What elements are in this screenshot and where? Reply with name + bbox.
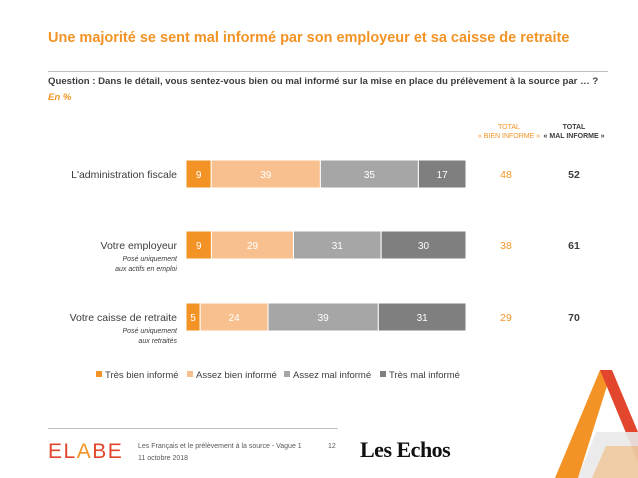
data-label: 9: [196, 170, 202, 181]
total-bad-value: 70: [568, 312, 580, 324]
data-label: 39: [260, 170, 272, 181]
total-bad-header-line2: « MAL INFORME »: [543, 133, 605, 140]
data-label: 17: [437, 170, 449, 181]
category-note: aux actifs en emploi: [115, 266, 177, 273]
total-good-header: TOTAL « BIEN INFORME »: [469, 123, 549, 141]
elabe-logo: ELABE: [48, 440, 124, 463]
legend-label: Assez bien informé: [196, 370, 277, 381]
data-label: 30: [418, 241, 430, 252]
total-good-value: 48: [500, 169, 512, 181]
total-good-value: 38: [500, 240, 512, 252]
legend-swatch: [284, 371, 290, 377]
footer-line2: 11 octobre 2018: [138, 455, 189, 462]
legend-label: Assez mal informé: [293, 370, 371, 381]
bar-segment: [267, 302, 379, 332]
total-bad-value: 61: [568, 240, 580, 252]
category-label: L'administration fiscale: [71, 169, 177, 181]
legend-swatch: [96, 371, 102, 377]
category-label: Votre employeur: [101, 240, 178, 252]
legend-swatch: [380, 371, 386, 377]
bar-segment: [377, 302, 467, 332]
slide-title: Une majorité se sent mal informé par son…: [48, 30, 570, 46]
data-label: 39: [318, 313, 330, 324]
bar-segment: [417, 159, 467, 189]
total-bad-header-line1: TOTAL: [562, 124, 586, 131]
data-label: 5: [190, 313, 196, 324]
category-note: aux retraités: [138, 338, 177, 345]
unit-label: En %: [48, 92, 72, 103]
total-bad-header: TOTAL « MAL INFORME »: [534, 123, 614, 141]
data-label: 29: [247, 241, 259, 252]
legend-label: Très mal informé: [389, 370, 460, 381]
data-label: 24: [229, 313, 241, 324]
les-echos-logo: Les Echos: [360, 437, 451, 462]
total-good-header-line2: « BIEN INFORME »: [477, 133, 541, 140]
bar-segment: [210, 159, 321, 189]
bar-segment: [210, 230, 294, 260]
data-label: 31: [417, 313, 429, 324]
data-label: 31: [332, 241, 344, 252]
page-number: 12: [328, 443, 336, 450]
category-note: Posé uniquement: [123, 256, 179, 263]
data-label: 9: [196, 241, 202, 252]
question-text: Question : Dans le détail, vous sentez-v…: [48, 76, 599, 87]
category-label: Votre caisse de retraite: [70, 312, 178, 324]
total-bad-value: 52: [568, 169, 580, 181]
category-note: Posé uniquement: [123, 328, 179, 335]
footer-divider: [48, 428, 338, 429]
footer-line1: Les Français et le prélèvement à la sour…: [138, 443, 302, 450]
decorative-logo-shape: [555, 370, 638, 478]
legend-swatch: [187, 371, 193, 377]
legend-label: Très bien informé: [105, 370, 179, 381]
total-good-value: 29: [500, 312, 512, 324]
footer-caption: Les Français et le prélèvement à la sour…: [138, 441, 302, 465]
bar-segment: [380, 230, 467, 260]
data-label: 35: [364, 170, 376, 181]
total-good-header-line1: TOTAL: [498, 124, 520, 131]
title-divider: [48, 71, 608, 72]
